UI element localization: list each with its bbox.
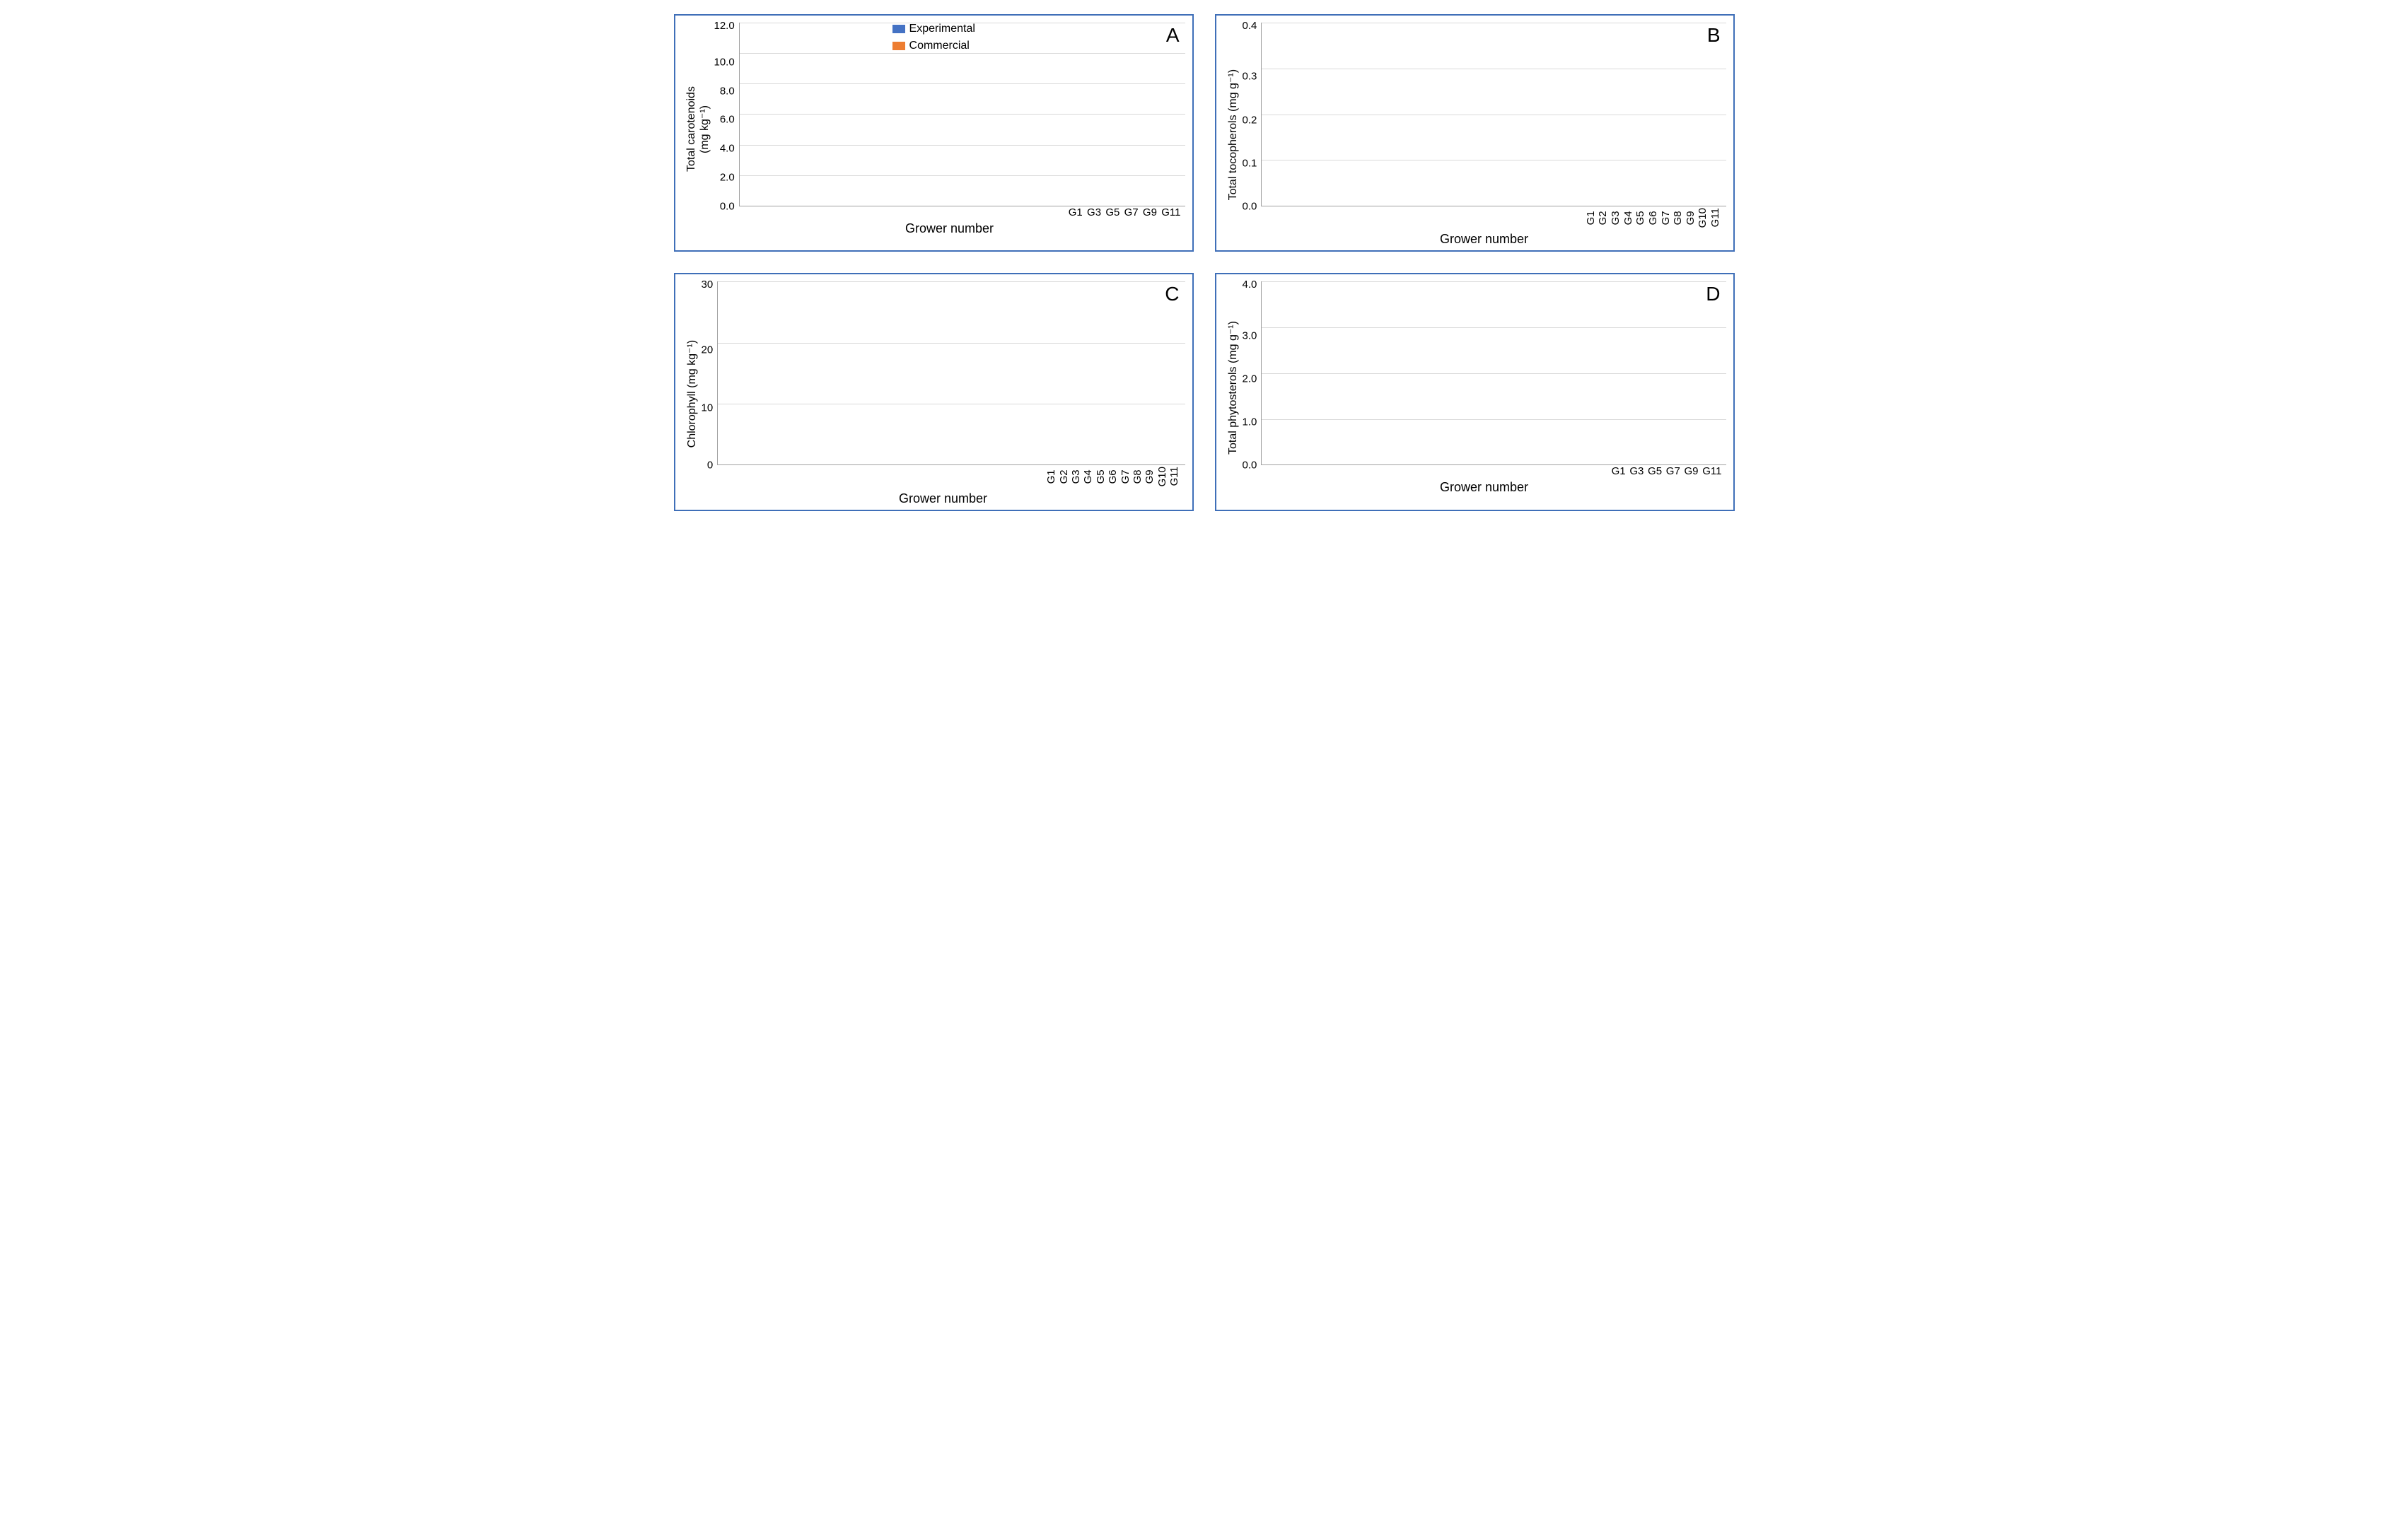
y-tick: 0.3 (1243, 71, 1257, 82)
y-tick: 0.1 (1243, 158, 1257, 168)
y-axis: 0.40.30.20.10.0 (1243, 23, 1262, 206)
x-axis-label: Grower number (1243, 232, 1726, 247)
legend: Experimental Commercial (892, 23, 975, 52)
x-tick: G2 (1597, 206, 1610, 229)
x-tick: G7 (1666, 465, 1680, 477)
x-tick: G7 (1124, 206, 1139, 218)
legend-label: Commercial (909, 40, 970, 52)
x-tick: G1 (1045, 465, 1057, 488)
y-tick: 0.4 (1243, 21, 1257, 31)
y-tick: 30 (702, 279, 714, 290)
x-tick: G11 (1709, 206, 1722, 229)
x-tick: G4 (1622, 206, 1635, 229)
y-tick: 4.0 (720, 144, 735, 154)
x-axis-label: Grower number (702, 491, 1185, 506)
x-tick: G8 (1132, 465, 1144, 488)
x-tick: G9 (1143, 206, 1157, 218)
y-axis-label: Total tocopherols (mg g⁻¹) (1223, 23, 1243, 247)
x-axis: G1 G3 G5 G7 G9 G11 (1039, 206, 1185, 218)
x-tick: G11 (1161, 206, 1180, 218)
y-tick: 10.0 (714, 57, 735, 67)
y-axis-label: Total carotenoids (mg kg⁻¹) (682, 23, 714, 236)
y-tick: 12.0 (714, 21, 735, 31)
x-tick: G6 (1107, 465, 1119, 488)
legend-row-experimental: Experimental (892, 23, 975, 35)
plot-area (717, 281, 1185, 465)
y-tick: 8.0 (720, 86, 735, 96)
x-tick: G9 (1685, 465, 1699, 477)
panel-b: BTotal tocopherols (mg g⁻¹)0.40.30.20.10… (1215, 14, 1735, 252)
x-tick: G5 (1095, 465, 1107, 488)
legend-swatch (892, 25, 905, 33)
x-tick: G4 (1082, 465, 1094, 488)
x-axis: G1G2G3G4G5G6G7G8G9G10G11 (1025, 465, 1185, 488)
x-tick: G6 (1647, 206, 1660, 229)
panel-d: DTotal phytosterols (mg g⁻¹)4.03.02.01.0… (1215, 273, 1735, 510)
x-tick: G11 (1702, 465, 1721, 477)
y-tick: 3.0 (1243, 330, 1257, 341)
legend-row-commercial: Commercial (892, 40, 975, 52)
chart-grid: AExperimentalCommercialTotal carotenoids… (674, 14, 1735, 511)
x-tick: G8 (1672, 206, 1685, 229)
x-tick: G3 (1629, 465, 1644, 477)
panel-c: CChlorophyll (mg kg⁻¹)3020100G1G2G3G4G5G… (674, 273, 1194, 510)
x-tick: G1 (1612, 465, 1626, 477)
x-axis: G1 G3 G5 G7 G9 G11 (1586, 465, 1726, 477)
y-tick: 4.0 (1243, 279, 1257, 290)
y-tick: 6.0 (720, 115, 735, 125)
y-axis: 12.010.08.06.04.02.00.0 (714, 23, 739, 206)
y-tick: 0 (707, 460, 713, 471)
x-tick: G9 (1685, 206, 1697, 229)
legend-label: Experimental (909, 23, 975, 35)
y-tick: 2.0 (720, 173, 735, 183)
x-tick: G3 (1610, 206, 1622, 229)
x-tick: G7 (1119, 465, 1132, 488)
y-tick: 2.0 (1243, 373, 1257, 384)
x-tick: G2 (1058, 465, 1070, 488)
y-axis: 3020100 (702, 281, 718, 465)
x-tick: G3 (1087, 206, 1101, 218)
y-axis: 4.03.02.01.00.0 (1243, 281, 1262, 465)
x-axis-label: Grower number (714, 221, 1185, 236)
y-tick: 20 (702, 345, 714, 356)
x-tick: G10 (1156, 465, 1168, 488)
plot-area (1261, 281, 1726, 465)
x-tick: G3 (1070, 465, 1082, 488)
x-tick: G5 (1648, 465, 1662, 477)
y-tick: 0.0 (1243, 201, 1257, 212)
x-tick: G1 (1069, 206, 1083, 218)
x-tick: G9 (1144, 465, 1156, 488)
x-tick: G11 (1168, 465, 1180, 488)
x-axis: G1G2G3G4G5G6G7G8G9G10G11 (1559, 206, 1726, 229)
panel-a: AExperimentalCommercialTotal carotenoids… (674, 14, 1194, 252)
y-tick: 1.0 (1243, 417, 1257, 428)
x-tick: G10 (1697, 206, 1709, 229)
x-tick: G7 (1660, 206, 1673, 229)
x-tick: G1 (1585, 206, 1598, 229)
y-tick: 0.2 (1243, 115, 1257, 125)
legend-swatch (892, 42, 905, 50)
y-tick: 0.0 (1243, 460, 1257, 471)
y-tick: 10 (702, 402, 714, 413)
x-tick: G5 (1634, 206, 1647, 229)
plot-area (1261, 23, 1726, 206)
x-axis-label: Grower number (1243, 480, 1726, 495)
y-axis-label: Chlorophyll (mg kg⁻¹) (682, 281, 702, 505)
x-tick: G5 (1105, 206, 1119, 218)
y-tick: 0.0 (720, 201, 735, 211)
y-axis-label: Total phytosterols (mg g⁻¹) (1223, 281, 1243, 495)
